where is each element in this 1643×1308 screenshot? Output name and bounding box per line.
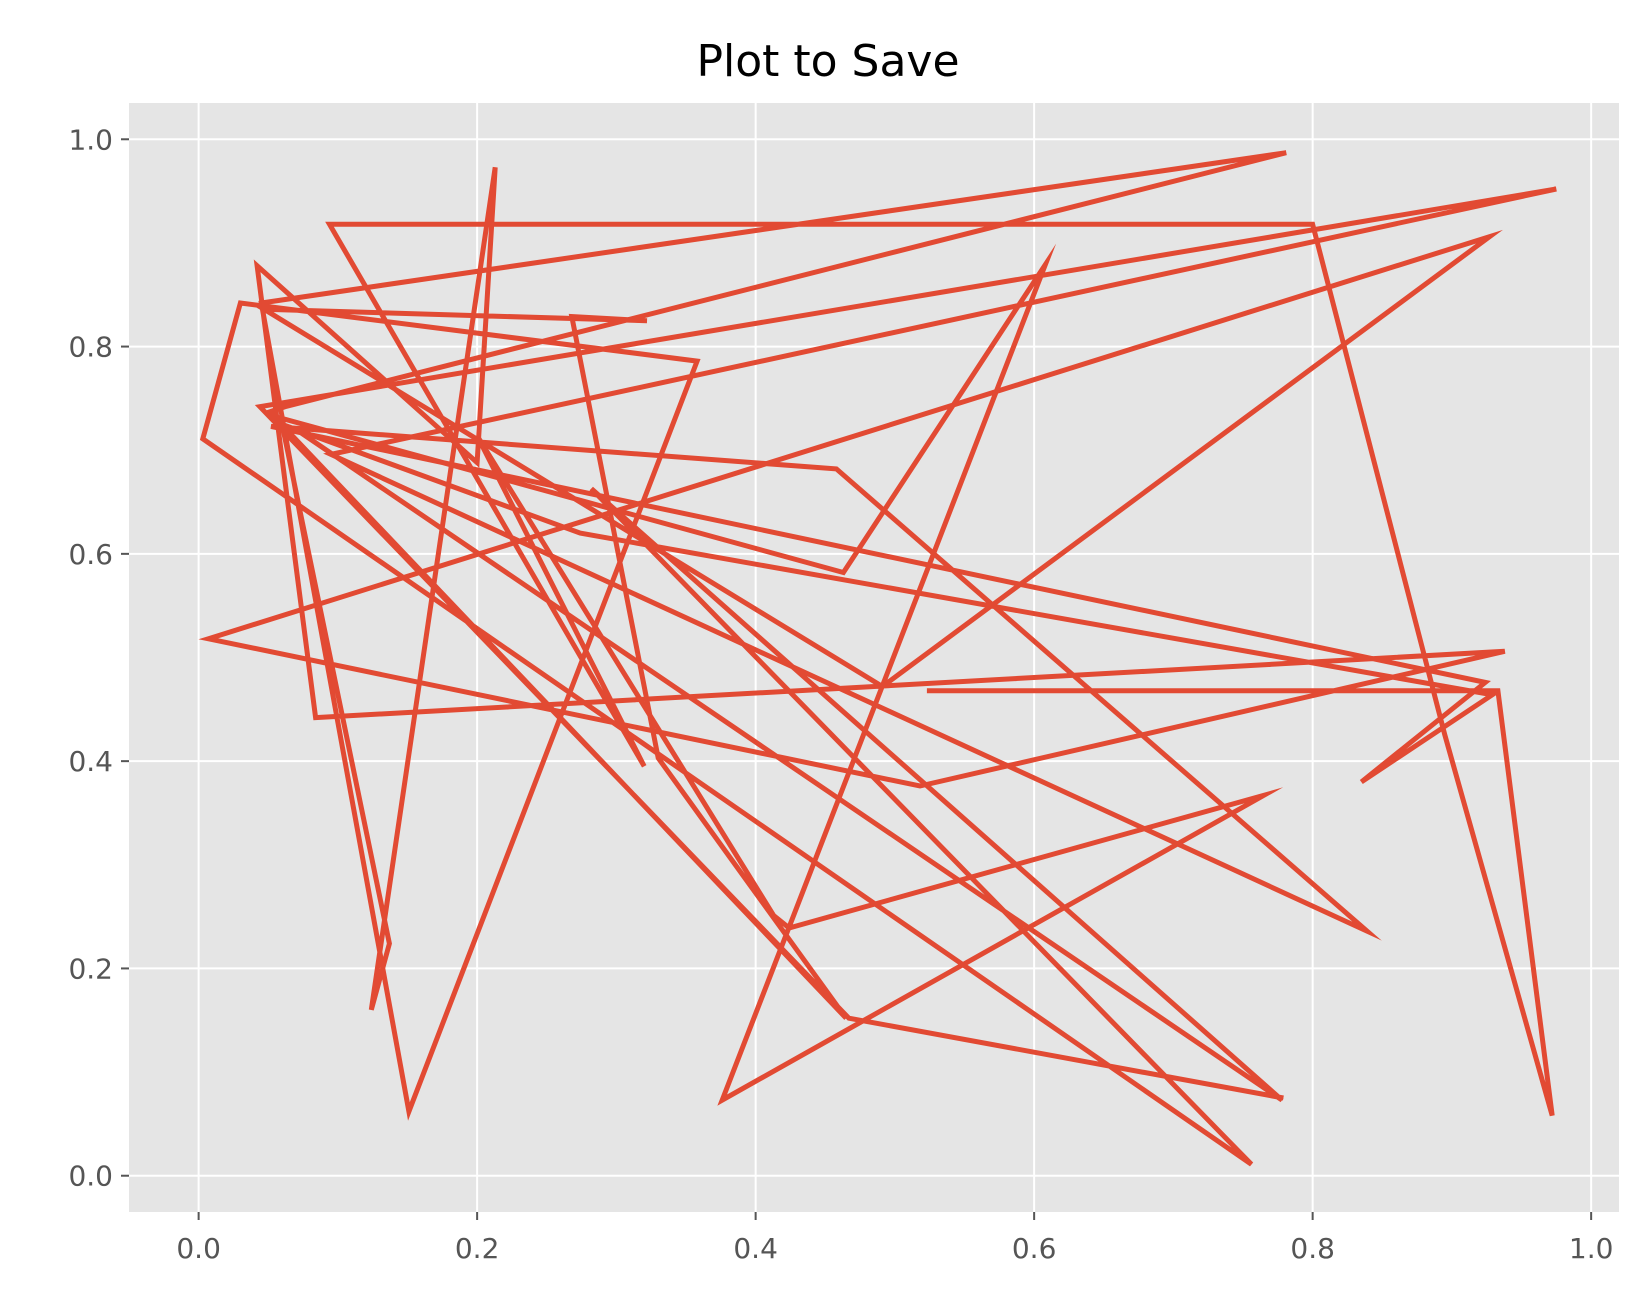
- x-tick-label: 0.0: [176, 1232, 221, 1265]
- chart-title: Plot to Save: [696, 36, 959, 87]
- y-tick-label: 0.0: [68, 1160, 113, 1193]
- data-series: [198, 150, 1557, 1167]
- y-tick-label: 0.6: [68, 538, 113, 571]
- y-tick-label: 0.8: [68, 331, 113, 364]
- y-axis: 0.0 0.2 0.4 0.6 0.8 1.0: [68, 123, 129, 1193]
- x-tick-label: 0.2: [455, 1232, 500, 1265]
- x-tick-label: 0.4: [733, 1232, 778, 1265]
- series-line: [198, 150, 1557, 1167]
- y-tick-label: 0.2: [68, 952, 113, 985]
- x-tick-label: 0.8: [1290, 1232, 1335, 1265]
- y-tick-label: 1.0: [68, 123, 113, 156]
- x-tick-label: 1.0: [1569, 1232, 1614, 1265]
- y-tick-label: 0.4: [68, 745, 113, 778]
- x-tick-label: 0.6: [1012, 1232, 1057, 1265]
- x-axis: 0.0 0.2 0.4 0.6 0.8 1.0: [176, 1212, 1613, 1265]
